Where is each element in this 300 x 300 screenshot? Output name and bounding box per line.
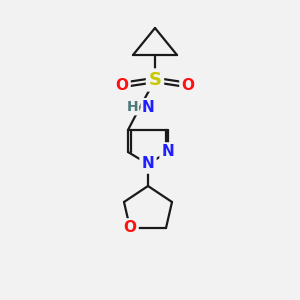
Text: O: O	[116, 77, 128, 92]
Text: S: S	[148, 71, 161, 89]
Text: O: O	[182, 77, 194, 92]
Text: H: H	[126, 100, 138, 114]
Text: N: N	[142, 157, 154, 172]
Text: N: N	[162, 145, 174, 160]
Text: O: O	[124, 220, 136, 236]
Text: N: N	[142, 100, 155, 115]
